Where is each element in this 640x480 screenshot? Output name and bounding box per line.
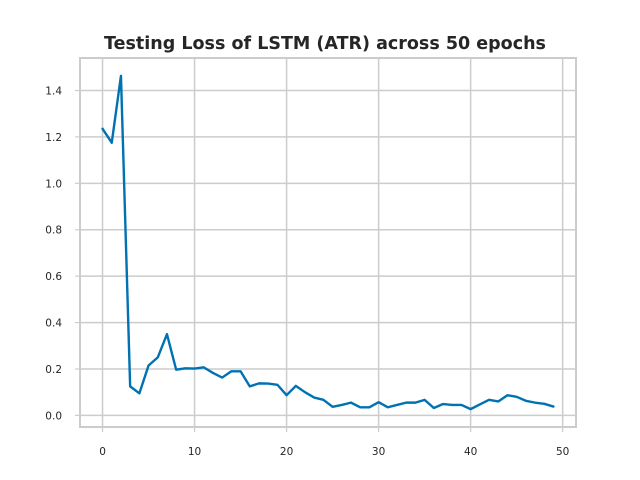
series-layer <box>101 74 555 411</box>
y-tick-label: 1.2 <box>45 132 62 144</box>
axis-layer: 0 10 20 30 40 50 0.0 0.2 0.4 0.6 0.8 1.0 1.2 1.4 <box>45 57 577 458</box>
loss-line <box>101 74 555 411</box>
x-tick-label: 20 <box>280 446 293 458</box>
plot-frame <box>79 57 577 428</box>
y-tick-label: 1.4 <box>45 85 62 97</box>
x-tick-label: 0 <box>99 446 106 458</box>
y-tick-label: 0.6 <box>45 271 62 283</box>
x-tick-label: 30 <box>372 446 385 458</box>
x-tick-label: 10 <box>188 446 201 458</box>
chart-title: Testing Loss of LSTM (ATR) across 50 epo… <box>104 34 546 54</box>
y-tick-label: 0.4 <box>45 318 62 330</box>
y-tick-label: 0.2 <box>45 364 62 376</box>
grid-layer <box>80 58 576 427</box>
x-tick-label: 50 <box>556 446 569 458</box>
y-tick-label: 1.0 <box>45 178 62 190</box>
y-tick-label: 0.0 <box>45 410 62 422</box>
y-tick-label: 0.8 <box>45 225 62 237</box>
x-tick-label: 40 <box>464 446 477 458</box>
